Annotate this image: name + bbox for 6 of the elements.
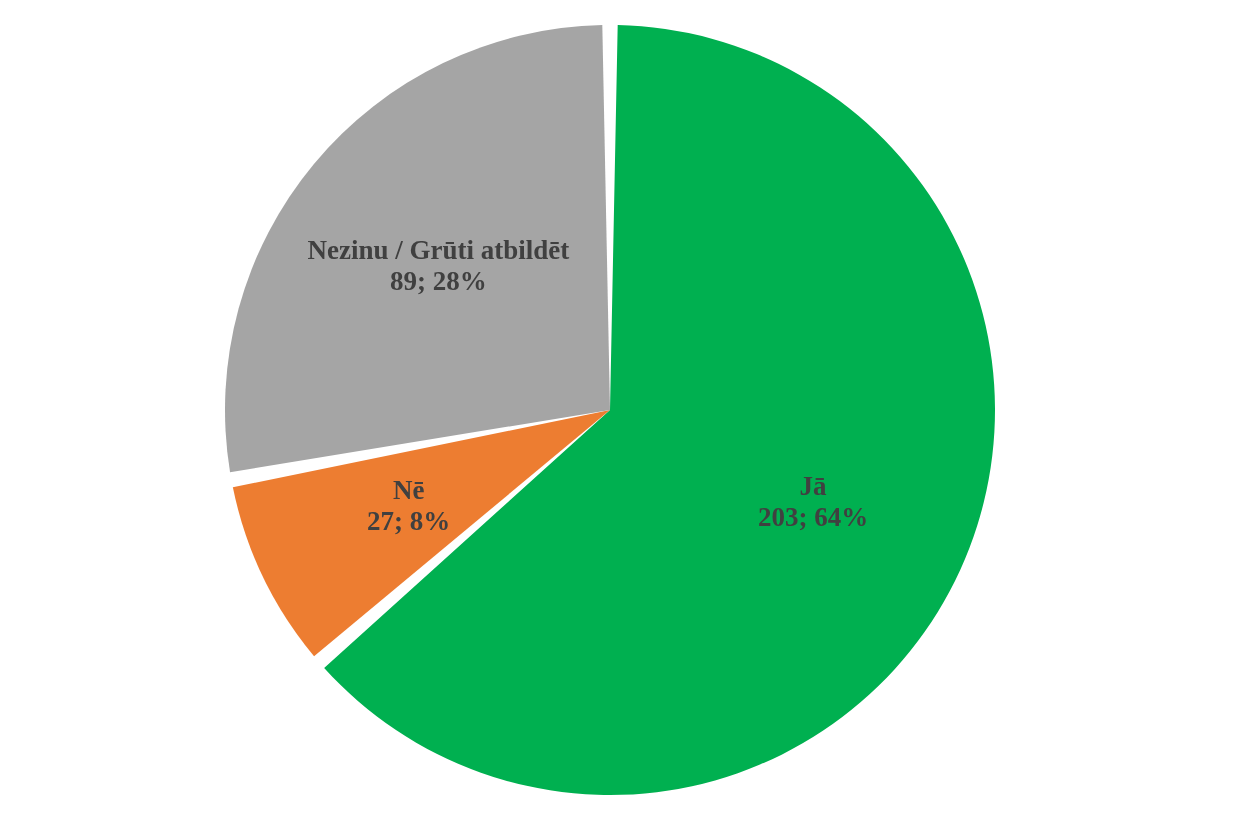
data-label: 27; 8% <box>367 505 451 536</box>
slice-label: Nē <box>393 474 425 505</box>
data-label: 89; 28% <box>390 266 487 297</box>
slice-label: Jā <box>799 470 828 501</box>
slice-label: Nezinu / Grūti atbildēt <box>307 235 570 266</box>
data-label: 203; 64% <box>758 501 869 532</box>
